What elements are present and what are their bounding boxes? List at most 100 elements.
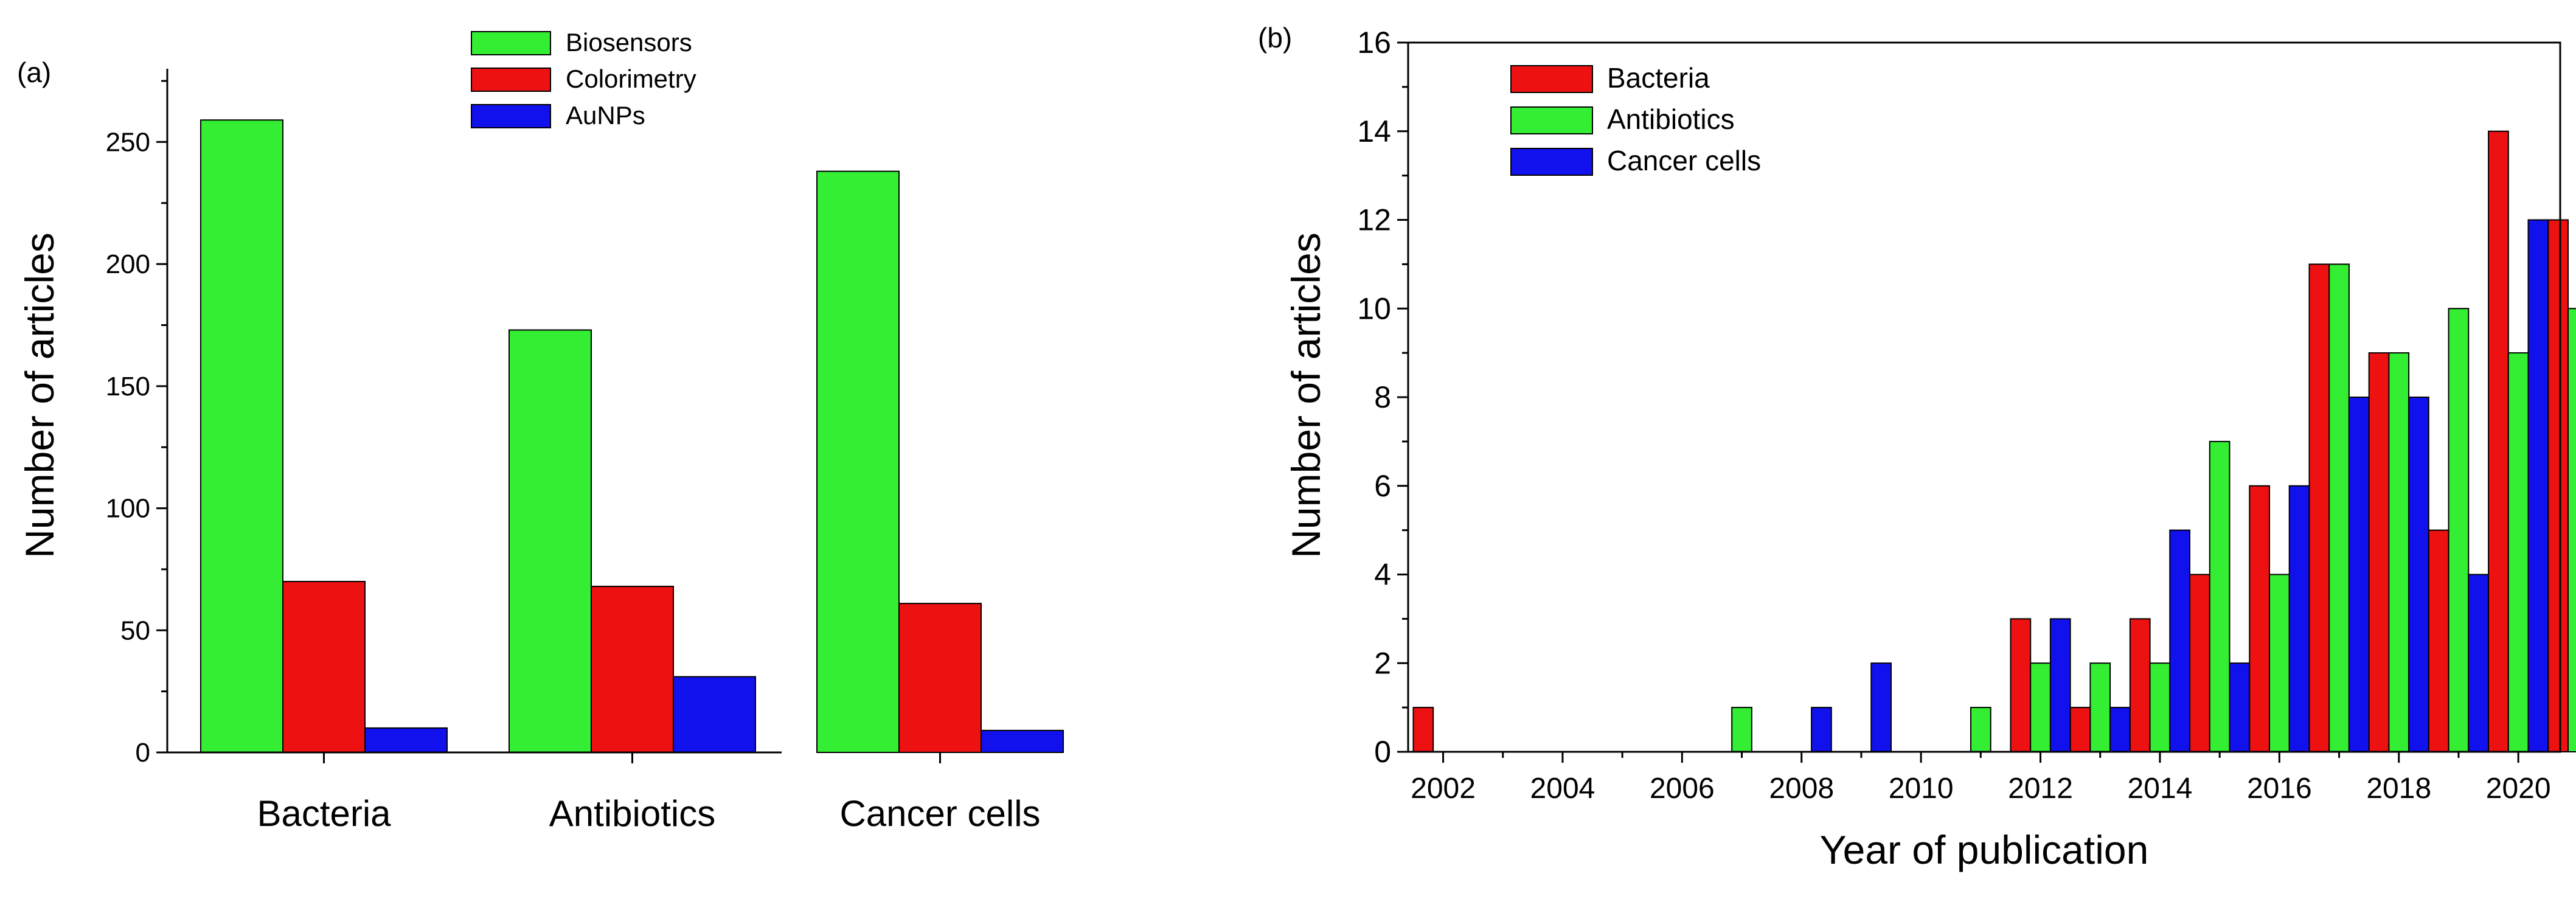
bar-bacteria-2014 (2129, 618, 2151, 752)
bar-cancer-cells-2018 (2408, 397, 2429, 752)
chart-panel-a: (a) Number of articles 0 50 100 150 200 250 B… (17, 28, 1064, 834)
bar-cancer-cells-2012 (2049, 618, 2071, 752)
legend-swatch-cancer-cells (1510, 148, 1593, 176)
x-tick-label-b: 2006 (1650, 772, 1715, 805)
legend-label-bacteria: Bacteria (1607, 62, 1710, 94)
x-tick-label-a: Cancer cells (839, 793, 1040, 834)
x-tick-label-b: 2008 (1769, 772, 1834, 805)
x-tick-label-b: 2016 (2247, 772, 2312, 805)
bar-cancer-cells-2020 (2527, 219, 2549, 752)
legend-label-colorimetry: Colorimetry (566, 64, 696, 93)
y-tick-label-b: 10 (1357, 291, 1391, 325)
y-tick-label-a: 200 (106, 249, 150, 279)
bar-cancer-cells-2013 (2109, 707, 2131, 752)
legend-swatch-antibiotics (1510, 106, 1593, 134)
bar-colorimetry-cancer-cells (898, 603, 982, 754)
x-tick-labels-a: Bacteria Antibiotics Cancer cells (257, 793, 1040, 834)
bar-antibiotics-2014 (2149, 662, 2171, 752)
bar-antibiotics-2018 (2388, 352, 2410, 752)
bar-antibiotics-2013 (2089, 662, 2111, 752)
bar-cancer-cells-2014 (2169, 529, 2191, 752)
y-tick-label-b: 16 (1357, 26, 1391, 60)
y-axis-title-a: Number of articles (17, 232, 62, 558)
plot-frame-b (1407, 41, 2561, 753)
legend-label-cancer-cells: Cancer cells (1607, 145, 1761, 176)
bar-antibiotics-2012 (2030, 662, 2051, 752)
y-tick-labels-b: 0 2 4 6 8 10 12 14 16 (1357, 26, 1391, 769)
bar-antibiotics-2015 (2209, 440, 2231, 752)
bar-antibiotics-2021 (2567, 308, 2576, 752)
chart-panel-b: (b) Number of articles 0 2 4 6 8 10 12 14 16 200… (1258, 22, 2576, 872)
legend-label-aunps: AuNPs (566, 101, 645, 130)
y-tick-label-a: 50 (120, 616, 150, 645)
axis-ticks-b (1397, 41, 2519, 763)
x-tick-label-b: 2002 (1411, 772, 1476, 805)
y-tick-labels-a: 0 50 100 150 200 250 (106, 127, 150, 768)
y-tick-label-b: 0 (1374, 735, 1391, 769)
y-tick-label-b: 2 (1374, 646, 1391, 680)
bar-aunps-antibiotics (673, 676, 756, 753)
y-tick-label-b: 4 (1374, 558, 1391, 592)
y-tick-label-a: 250 (106, 127, 150, 157)
bar-antibiotics-2019 (2448, 308, 2470, 752)
y-tick-label-b: 14 (1357, 114, 1391, 148)
bar-bacteria-2002 (1412, 707, 1434, 752)
bar-cancer-cells-2009 (1870, 662, 1892, 752)
bar-cancer-cells-2017 (2348, 397, 2370, 752)
bar-aunps-bacteria (364, 727, 448, 754)
y-axis-title-b: Number of articles (1283, 232, 1328, 558)
x-tick-label-b: 2020 (2486, 772, 2551, 805)
bar-bacteria-2016 (2249, 485, 2271, 752)
bar-biosensors-cancer-cells (816, 170, 900, 754)
bar-bacteria-2018 (2368, 352, 2390, 752)
x-tick-label-a: Antibiotics (549, 793, 715, 834)
x-tick-label-b: 2014 (2128, 772, 2193, 805)
legend-label-antibiotics: Antibiotics (1607, 103, 1735, 135)
bar-cancer-cells-2016 (2288, 485, 2310, 752)
bar-aunps-cancer-cells (981, 729, 1064, 754)
bar-antibiotics-2007 (1731, 707, 1752, 752)
bar-colorimetry-bacteria (282, 581, 366, 753)
legend-a: Biosensors Colorimetry AuNPs (471, 28, 696, 130)
bars-a (200, 119, 1064, 754)
bar-bacteria-2020 (2488, 130, 2509, 752)
panel-label-a: (a) (17, 57, 51, 88)
x-tick-label-b: 2012 (2008, 772, 2073, 805)
bar-bacteria-2021 (2547, 219, 2569, 752)
bar-antibiotics-2017 (2328, 263, 2350, 752)
x-tick-label-a: Bacteria (257, 793, 391, 834)
bar-antibiotics-2016 (2269, 574, 2290, 752)
bar-cancer-cells-2019 (2468, 574, 2490, 752)
x-tick-labels-b: 2002 2004 2006 2008 2010 2012 2014 2016 2018 2020 (1411, 772, 2550, 805)
bar-biosensors-bacteria (200, 119, 283, 753)
axis-ticks-a (156, 80, 941, 763)
bar-bacteria-2017 (2308, 263, 2330, 752)
legend-swatch-colorimetry (471, 68, 551, 92)
y-tick-label-b: 8 (1374, 380, 1391, 414)
bar-bacteria-2015 (2189, 574, 2210, 752)
panel-label-b: (b) (1258, 22, 1292, 54)
y-tick-label-a: 0 (136, 738, 150, 768)
legend-swatch-bacteria (1510, 65, 1593, 93)
y-tick-label-b: 6 (1374, 469, 1391, 503)
y-tick-label-a: 150 (106, 372, 150, 401)
bar-cancer-cells-2008 (1811, 707, 1832, 752)
legend-swatch-aunps (471, 104, 551, 128)
x-axis-title-b: Year of publication (1820, 827, 2149, 872)
legend-swatch-biosensors (471, 31, 551, 55)
x-tick-label-b: 2004 (1530, 772, 1595, 805)
bar-cancer-cells-2015 (2229, 662, 2251, 752)
x-tick-label-b: 2010 (1889, 772, 1954, 805)
y-tick-label-b: 12 (1357, 203, 1391, 237)
bars-b (1412, 130, 2576, 752)
bar-antibiotics-2020 (2507, 352, 2529, 752)
bar-bacteria-2019 (2428, 529, 2449, 752)
bar-antibiotics-2011 (1970, 707, 1991, 752)
legend-label-biosensors: Biosensors (566, 28, 692, 57)
y-tick-label-a: 100 (106, 494, 150, 524)
x-tick-label-b: 2018 (2366, 772, 2431, 805)
legend-b: Bacteria Antibiotics Cancer cells (1510, 62, 1761, 176)
bar-bacteria-2013 (2069, 707, 2091, 752)
bar-bacteria-2012 (2010, 618, 2032, 752)
